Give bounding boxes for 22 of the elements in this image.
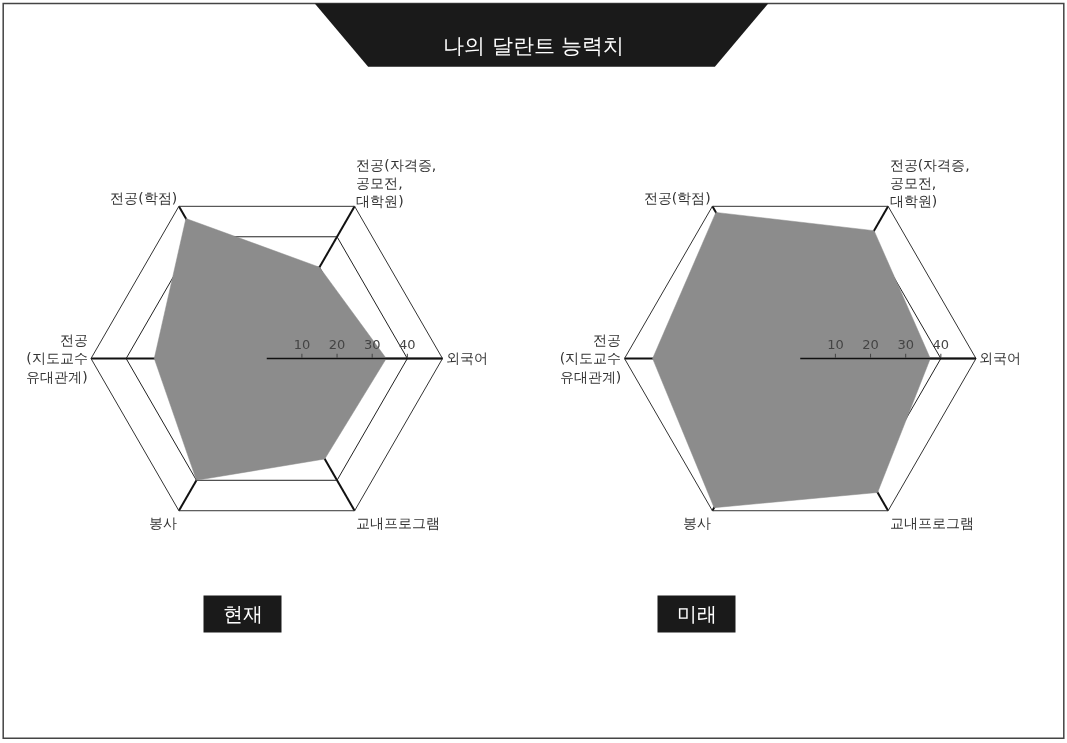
- y-tick-label: 40: [932, 336, 950, 352]
- spoke-label: 외국어: [445, 350, 488, 367]
- spoke-label: 외국어: [979, 350, 1022, 367]
- y-tick-label: 20: [328, 336, 346, 352]
- spoke-label: 전공(자격증, 공모전, 대학원): [356, 156, 437, 209]
- spoke-label: 전공(자격증, 공모전, 대학원): [889, 156, 970, 209]
- text: 미래: [664, 602, 730, 626]
- spoke-label: 전공(학점): [643, 190, 711, 207]
- spoke-label: 전공 (지도교수 유대관계): [26, 332, 88, 385]
- y-tick-label: 20: [862, 336, 879, 352]
- spoke-label: 교내프로그램: [356, 515, 441, 532]
- spoke-label: 교내프로그램: [889, 515, 974, 532]
- y-tick-label: 10: [293, 336, 311, 352]
- spoke-label: 전공 (지도교수 유대관계): [559, 332, 622, 385]
- y-tick-label: 10: [827, 336, 844, 352]
- y-tick-label: 30: [897, 336, 914, 352]
- y-tick-label: 40: [399, 336, 416, 352]
- spoke-label: 전공(학점): [110, 190, 178, 207]
- spoke-label: 봉사: [149, 515, 178, 532]
- text: 나의 달란트 능력치: [443, 34, 625, 58]
- spoke-label: 봉사: [682, 515, 711, 532]
- text: 현재: [210, 602, 276, 626]
